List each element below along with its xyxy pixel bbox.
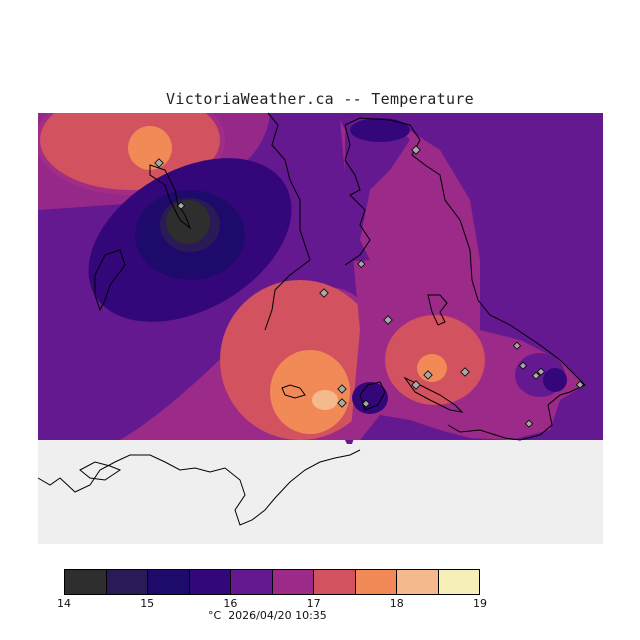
station-marker <box>460 367 470 377</box>
legend-swatch <box>314 570 356 594</box>
legend-swatch <box>148 570 190 594</box>
station-marker <box>536 367 546 376</box>
legend-swatch <box>438 570 479 594</box>
legend-swatch <box>397 570 439 594</box>
weather-stations <box>154 145 585 428</box>
station-marker <box>357 259 366 269</box>
map-title: VictoriaWeather.ca -- Temperature <box>166 90 474 108</box>
station-marker <box>383 315 393 325</box>
station-marker <box>423 370 433 380</box>
station-marker <box>319 288 329 298</box>
color-legend <box>64 569 480 595</box>
legend-tick-label: 14 <box>57 597 71 610</box>
station-marker <box>337 384 347 394</box>
legend-swatch <box>189 570 231 594</box>
station-marker <box>518 361 528 370</box>
temperature-map <box>37 112 603 544</box>
station-marker <box>361 399 371 408</box>
legend-tick-label: 15 <box>140 597 155 610</box>
legend-tick-label: 17 <box>306 597 321 610</box>
station-marker <box>512 341 522 350</box>
legend-swatch <box>355 570 397 594</box>
temperature-field <box>38 113 603 444</box>
legend-swatch <box>106 570 148 594</box>
station-marker <box>411 145 421 155</box>
legend-tick-label: 19 <box>473 597 487 610</box>
station-marker <box>524 419 534 428</box>
footer-caption: °C 2026/04/20 10:35 <box>208 609 327 622</box>
unit-label: °C <box>208 609 222 622</box>
legend-swatch <box>231 570 273 594</box>
station-marker <box>531 371 541 380</box>
legend-tick-label: 18 <box>389 597 404 610</box>
legend-swatch <box>65 570 107 594</box>
station-marker <box>575 380 585 389</box>
station-marker <box>411 380 421 390</box>
station-marker <box>337 398 347 408</box>
legend-swatch <box>272 570 314 594</box>
station-marker <box>176 201 186 210</box>
station-marker <box>154 158 164 168</box>
coastlines <box>37 112 586 526</box>
legend-tick-label: 16 <box>223 597 238 610</box>
timestamp-label: 2026/04/20 10:35 <box>228 609 327 622</box>
